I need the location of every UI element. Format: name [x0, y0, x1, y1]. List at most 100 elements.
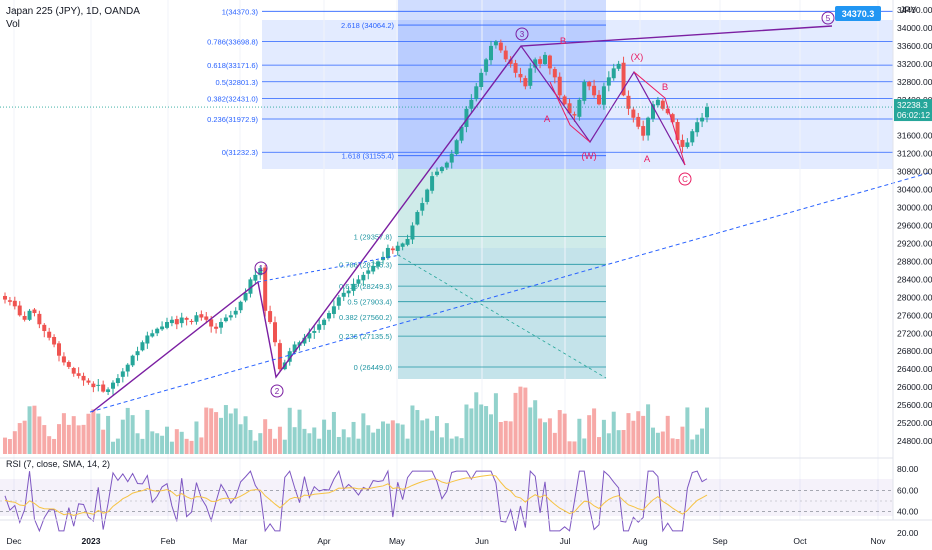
wave-lines-layer[interactable]: 1 2 3 5 C A B (W) (X) A B [89, 11, 932, 413]
candle-body[interactable] [685, 142, 690, 147]
candle-body[interactable] [523, 78, 528, 87]
candle-body[interactable] [120, 371, 125, 377]
current-price-badge[interactable] [894, 99, 932, 122]
candle-body[interactable] [130, 355, 135, 366]
candle-body[interactable] [493, 41, 498, 46]
candle-body[interactable] [420, 203, 425, 211]
candle-body[interactable] [150, 333, 155, 337]
candle-body[interactable] [567, 103, 572, 114]
candle-body[interactable] [400, 243, 405, 247]
candle-body[interactable] [115, 378, 120, 384]
candle-body[interactable] [361, 274, 366, 281]
candle-body[interactable] [61, 356, 66, 363]
candle-body[interactable] [125, 364, 130, 372]
candle-body[interactable] [435, 171, 439, 175]
candle-body[interactable] [538, 59, 543, 64]
candle-body[interactable] [96, 384, 101, 386]
candle-body[interactable] [3, 295, 7, 300]
candle-body[interactable] [22, 316, 27, 320]
candle-body[interactable] [484, 59, 489, 72]
candle-body[interactable] [611, 68, 616, 79]
candle-body[interactable] [71, 368, 76, 374]
candle-body[interactable] [76, 373, 81, 376]
candle-body[interactable] [518, 73, 523, 78]
candle-body[interactable] [508, 59, 513, 64]
candle-body[interactable] [179, 317, 184, 324]
candle-body[interactable] [12, 300, 17, 307]
candle-body[interactable] [204, 316, 209, 320]
candle-body[interactable] [410, 225, 415, 240]
candle-body[interactable] [243, 292, 248, 301]
candle-body[interactable] [577, 99, 582, 117]
candle-body[interactable] [680, 139, 685, 147]
candle-body[interactable] [376, 261, 381, 267]
candle-body[interactable] [47, 331, 52, 338]
candle-body[interactable] [651, 104, 655, 119]
candle-body[interactable] [705, 107, 709, 118]
candle-body[interactable] [351, 283, 356, 291]
candle-body[interactable] [547, 55, 552, 69]
candle-body[interactable] [174, 319, 179, 325]
candle-body[interactable] [469, 99, 474, 109]
candle-body[interactable] [155, 328, 160, 334]
candle-body[interactable] [430, 176, 435, 191]
candle-body[interactable] [444, 162, 449, 168]
time-axis[interactable]: Dec 2023 Feb Mar Apr May Jun Jul Aug Sep Oct Nov [0, 519, 932, 546]
candle-body[interactable] [670, 114, 675, 123]
candle-body[interactable] [621, 62, 626, 96]
candle-body[interactable] [317, 324, 322, 330]
trendline-dashed[interactable] [89, 171, 932, 413]
candle-body[interactable] [626, 95, 631, 109]
candle-body[interactable] [489, 45, 493, 61]
candle-body[interactable] [312, 331, 317, 333]
candle-body[interactable] [675, 121, 680, 141]
candle-body[interactable] [562, 96, 567, 105]
candle-body[interactable] [582, 81, 587, 101]
candle-body[interactable] [263, 267, 268, 311]
candle-body[interactable] [636, 116, 641, 127]
candle-body[interactable] [91, 383, 96, 388]
candle-body[interactable] [57, 343, 61, 356]
candle-body[interactable] [32, 309, 37, 314]
candle-body[interactable] [616, 63, 621, 69]
candle-body[interactable] [543, 54, 547, 65]
candle-body[interactable] [86, 380, 91, 383]
candle-body[interactable] [390, 248, 395, 251]
symbol-title[interactable]: Japan 225 (JPY), 1D, OANDA [6, 6, 140, 17]
candle-body[interactable] [646, 117, 651, 136]
candle-body[interactable] [336, 297, 341, 306]
candle-body[interactable] [307, 333, 312, 339]
candle-body[interactable] [533, 59, 538, 68]
candle-body[interactable] [199, 314, 204, 318]
candle-body[interactable] [258, 268, 263, 276]
candle-body[interactable] [498, 42, 503, 51]
candle-body[interactable] [346, 290, 351, 294]
candle-body[interactable] [292, 344, 297, 353]
candle-body[interactable] [273, 322, 277, 343]
candle-body[interactable] [52, 337, 57, 345]
candle-body[interactable] [341, 292, 346, 297]
candle-body[interactable] [160, 326, 165, 330]
candle-body[interactable] [449, 153, 454, 163]
rsi-label[interactable]: RSI (7, close, SMA, 14, 2) [6, 459, 110, 469]
candle-body[interactable] [665, 108, 670, 114]
candle-body[interactable] [464, 108, 469, 127]
target-price-badge[interactable] [835, 6, 881, 21]
candle-body[interactable] [233, 310, 238, 315]
candle-body[interactable] [253, 274, 258, 281]
candle-body[interactable] [597, 94, 601, 105]
price-axis[interactable]: 34400.00 34000.00 33600.00 33200.00 32800.00… [0, 0, 932, 520]
candle-body[interactable] [101, 384, 106, 392]
candle-body[interactable] [366, 270, 371, 274]
candle-body[interactable] [327, 313, 331, 319]
candle-body[interactable] [474, 86, 479, 100]
candle-body[interactable] [395, 245, 400, 251]
candle-body[interactable] [111, 382, 115, 389]
candle-body[interactable] [37, 313, 42, 325]
candle-body[interactable] [302, 337, 307, 344]
candle-body[interactable] [601, 86, 606, 105]
candle-body[interactable] [371, 265, 376, 272]
candle-body[interactable] [454, 140, 459, 155]
candle-body[interactable] [513, 63, 518, 73]
candle-body[interactable] [17, 305, 22, 316]
